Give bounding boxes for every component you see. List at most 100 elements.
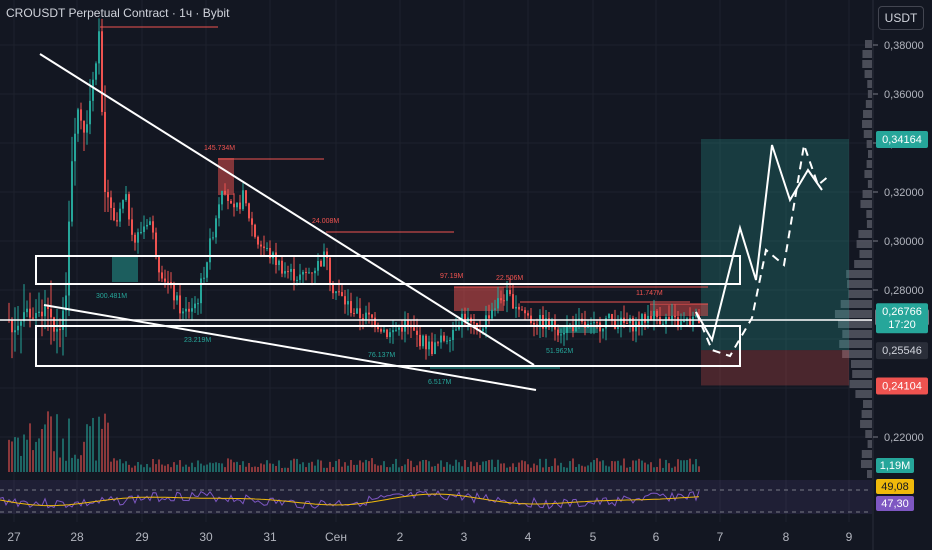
candle-body — [23, 312, 25, 322]
volume-bar — [680, 460, 682, 472]
volume-bar — [509, 466, 511, 472]
volume-bar — [392, 463, 394, 472]
volume-profile-bar — [848, 290, 872, 298]
projection-path-alt[interactable] — [695, 144, 831, 358]
trend-drawings[interactable] — [0, 53, 872, 391]
price-label — [876, 377, 928, 395]
support-box[interactable] — [35, 325, 741, 367]
take-profit-zone[interactable] — [701, 138, 849, 351]
candle-body — [689, 318, 691, 325]
volume-profile-bar — [839, 340, 872, 348]
volume-bar — [290, 460, 292, 472]
volume-bar — [56, 414, 58, 472]
volume-bar — [11, 441, 13, 472]
resistance-box[interactable] — [35, 255, 741, 285]
candle-body — [188, 308, 190, 312]
candle-body — [59, 329, 61, 331]
candle-body — [683, 321, 685, 323]
volume-bar — [95, 460, 97, 472]
volume-bar — [68, 418, 70, 472]
volume-bar — [140, 464, 142, 472]
volume-bar — [644, 462, 646, 472]
volume-bar — [320, 460, 322, 472]
volume-bar — [200, 463, 202, 472]
volume-bar — [464, 459, 466, 472]
volume-bar — [194, 467, 196, 472]
volume-profile-bar — [855, 390, 872, 398]
candle-body — [146, 224, 148, 227]
volume-bar — [128, 464, 130, 472]
volume-bar — [131, 467, 133, 472]
volume-bar — [374, 464, 376, 472]
candle-body — [278, 260, 280, 265]
volume-profile-bar — [852, 370, 872, 378]
trend-line[interactable] — [39, 53, 535, 366]
long-position-tool[interactable] — [701, 138, 849, 386]
volume-bar — [575, 466, 577, 472]
volume-annotation: 51.962M — [546, 348, 573, 355]
candle-body — [383, 329, 385, 332]
volume-bar — [587, 465, 589, 472]
volume-bar — [62, 438, 64, 472]
volume-bar — [344, 462, 346, 472]
volume-bar — [557, 465, 559, 472]
volume-bar — [107, 422, 109, 472]
stop-loss-zone[interactable] — [701, 350, 849, 386]
trend-line[interactable] — [43, 304, 537, 391]
candle-body — [209, 238, 211, 263]
volume-bar — [671, 467, 673, 472]
currency-button[interactable]: USDT — [878, 6, 924, 30]
candle-body — [32, 317, 34, 319]
volume-bar — [137, 462, 139, 472]
volume-bar — [203, 465, 205, 472]
volume-bar — [335, 460, 337, 472]
candle-body — [482, 328, 484, 332]
candle-body — [671, 315, 673, 320]
projection-path[interactable] — [695, 144, 823, 343]
candle-body — [302, 271, 304, 275]
candle-body — [674, 315, 676, 318]
candle-body — [359, 308, 361, 319]
volume-bar — [608, 466, 610, 472]
volume-annotation: 23.219M — [184, 337, 211, 344]
volume-bar — [227, 458, 229, 472]
candle-body — [524, 310, 526, 314]
volume-bar — [431, 466, 433, 472]
volume-bar — [134, 465, 136, 472]
volume-annotation: 6.517M — [428, 379, 452, 386]
volume-profile-bar — [863, 130, 872, 138]
volume-bar — [305, 467, 307, 472]
volume-bar — [407, 458, 409, 472]
candle-body — [692, 316, 694, 325]
candle-body — [203, 277, 205, 279]
volume-annotation: 11.747M — [636, 290, 663, 297]
candle-body — [17, 325, 19, 331]
volume-bar — [317, 459, 319, 472]
volume-bar — [323, 467, 325, 472]
price-label-text: 0,34164 — [882, 134, 922, 146]
volume-bar — [560, 462, 562, 472]
volume-bar — [578, 464, 580, 472]
volume-bar — [632, 460, 634, 472]
volume-bar — [446, 462, 448, 472]
candle-body — [578, 318, 580, 320]
volume-bar — [122, 463, 124, 472]
candle-body — [407, 320, 409, 326]
candle-body — [488, 315, 490, 319]
volume-bar — [149, 467, 151, 472]
candle-body — [398, 327, 400, 330]
candle-body — [248, 203, 250, 219]
candle-body — [323, 251, 325, 267]
volume-bar — [689, 458, 691, 472]
volume-profile-bar — [865, 430, 872, 438]
candle-body — [446, 340, 448, 342]
volume-profile-bar — [861, 410, 872, 418]
candle-body — [392, 330, 394, 333]
price-label-text: 0,25546 — [882, 345, 922, 357]
volume-profile-bar — [849, 380, 872, 388]
candle-body — [104, 111, 106, 193]
volume-bar — [698, 466, 700, 472]
volume-bar — [425, 459, 427, 472]
candle-body — [395, 329, 397, 331]
